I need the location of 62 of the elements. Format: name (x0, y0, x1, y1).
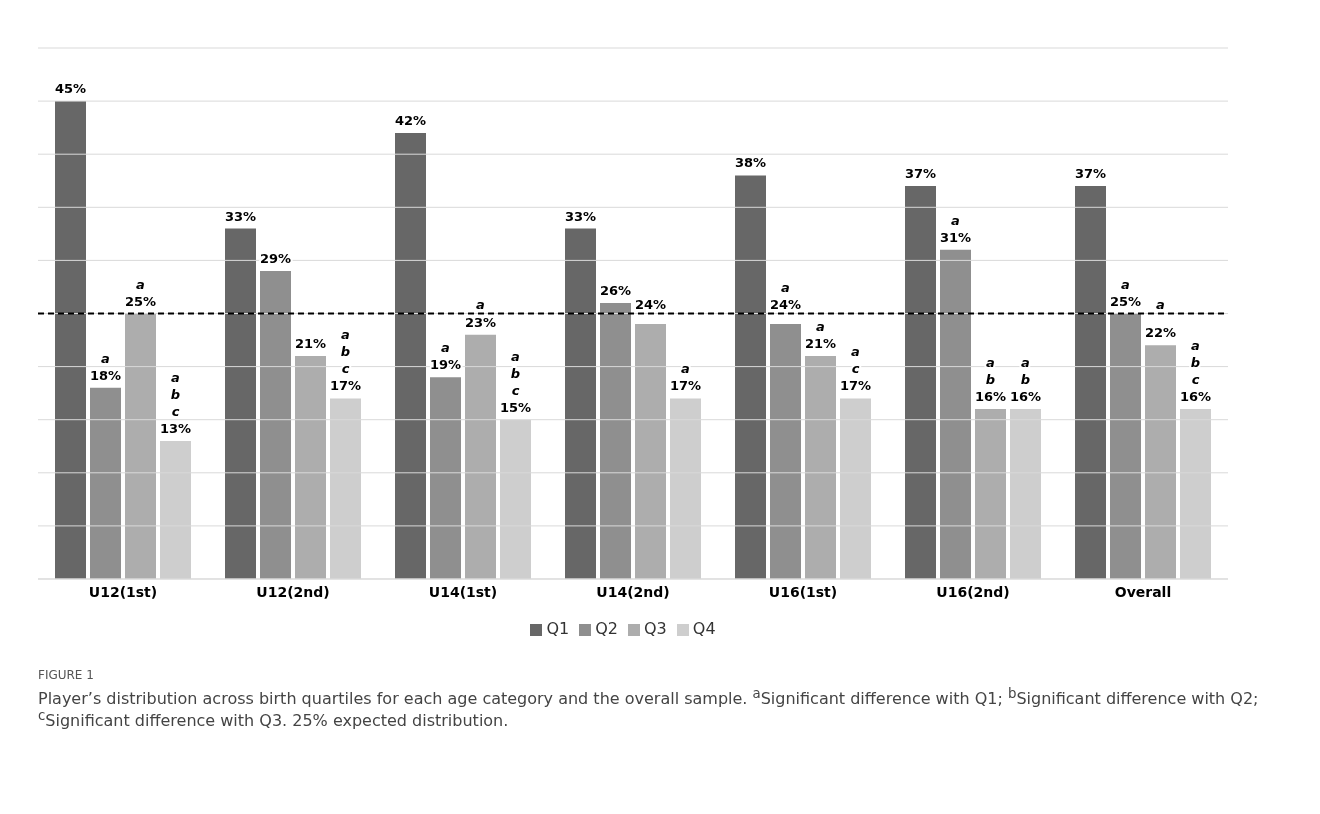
data-label: 33% (224, 208, 257, 224)
legend-label: Q3 (644, 619, 667, 638)
data-label: a b 16% (974, 355, 1007, 405)
data-label: a 25% (1109, 276, 1142, 309)
bar (735, 175, 766, 579)
data-label: a c 17% (839, 344, 872, 394)
x-tick-label: Overall (1114, 583, 1172, 600)
legend-label: Q2 (595, 619, 618, 638)
x-tick-label: U16(1st) (768, 583, 838, 600)
data-label: 37% (1074, 166, 1107, 182)
bar (465, 334, 496, 579)
x-tick-label: U14(1st) (428, 583, 498, 600)
text: Player’s distribution across birth quartiles for each age category and the overall sample. $^{a}$Significant difference with Q1; $^{b}$Significant difference with Q2; $^{c}$Significant difference with Q3. 25% expected distribution. (38, 686, 1259, 731)
data-label: 33% (564, 208, 597, 224)
bar (55, 101, 86, 579)
data-label: a 22% (1144, 296, 1177, 341)
bar (260, 271, 291, 579)
data-label: 21% (294, 335, 327, 351)
bar (975, 409, 1006, 579)
x-tick-label: U12(1st) (88, 583, 158, 600)
bar (295, 355, 326, 579)
data-label: a b c 17% (329, 327, 362, 394)
data-label: a 25% (124, 276, 157, 309)
data-label: a 23% (464, 296, 497, 330)
x-tick-label: U12(2nd) (256, 583, 330, 600)
x-tick-label: U14(2nd) (596, 583, 670, 600)
bar (1145, 345, 1176, 579)
data-label: 42% (394, 112, 427, 128)
caption: FIGURE 1 (38, 668, 95, 682)
legend-label: Q4 (692, 619, 716, 638)
bar (600, 302, 631, 579)
data-label: a b c 16% (1179, 338, 1212, 405)
bar (430, 377, 461, 579)
data-label: a b c 13% (159, 369, 192, 436)
bar (90, 387, 121, 579)
bar (395, 132, 426, 579)
data-label: a 24% (769, 279, 802, 312)
bar (805, 355, 836, 579)
bar (635, 324, 666, 579)
bar (770, 324, 801, 579)
bar (905, 186, 936, 579)
bar (125, 313, 156, 579)
x-tick-label: U16(2nd) (936, 583, 1010, 600)
data-label: 37% (904, 166, 937, 182)
data-label: 45% (54, 81, 87, 97)
data-label: a 18% (89, 350, 122, 383)
legend-label: Q1 (546, 619, 570, 638)
bar (565, 228, 596, 579)
data-label: a 17% (669, 361, 702, 394)
bar (225, 228, 256, 579)
data-label: 26% (599, 282, 632, 298)
data-label: a 19% (429, 340, 462, 373)
bar (940, 249, 971, 579)
data-label: 38% (734, 155, 767, 171)
bar (1110, 313, 1141, 579)
data-label: a 21% (804, 318, 837, 351)
data-label: a 31% (939, 212, 972, 245)
data-label: a b c 15% (499, 348, 532, 415)
data-label: 24% (634, 296, 667, 312)
bar (1075, 186, 1106, 579)
data-label: 29% (259, 251, 292, 267)
data-label: a b 16% (1009, 355, 1042, 405)
